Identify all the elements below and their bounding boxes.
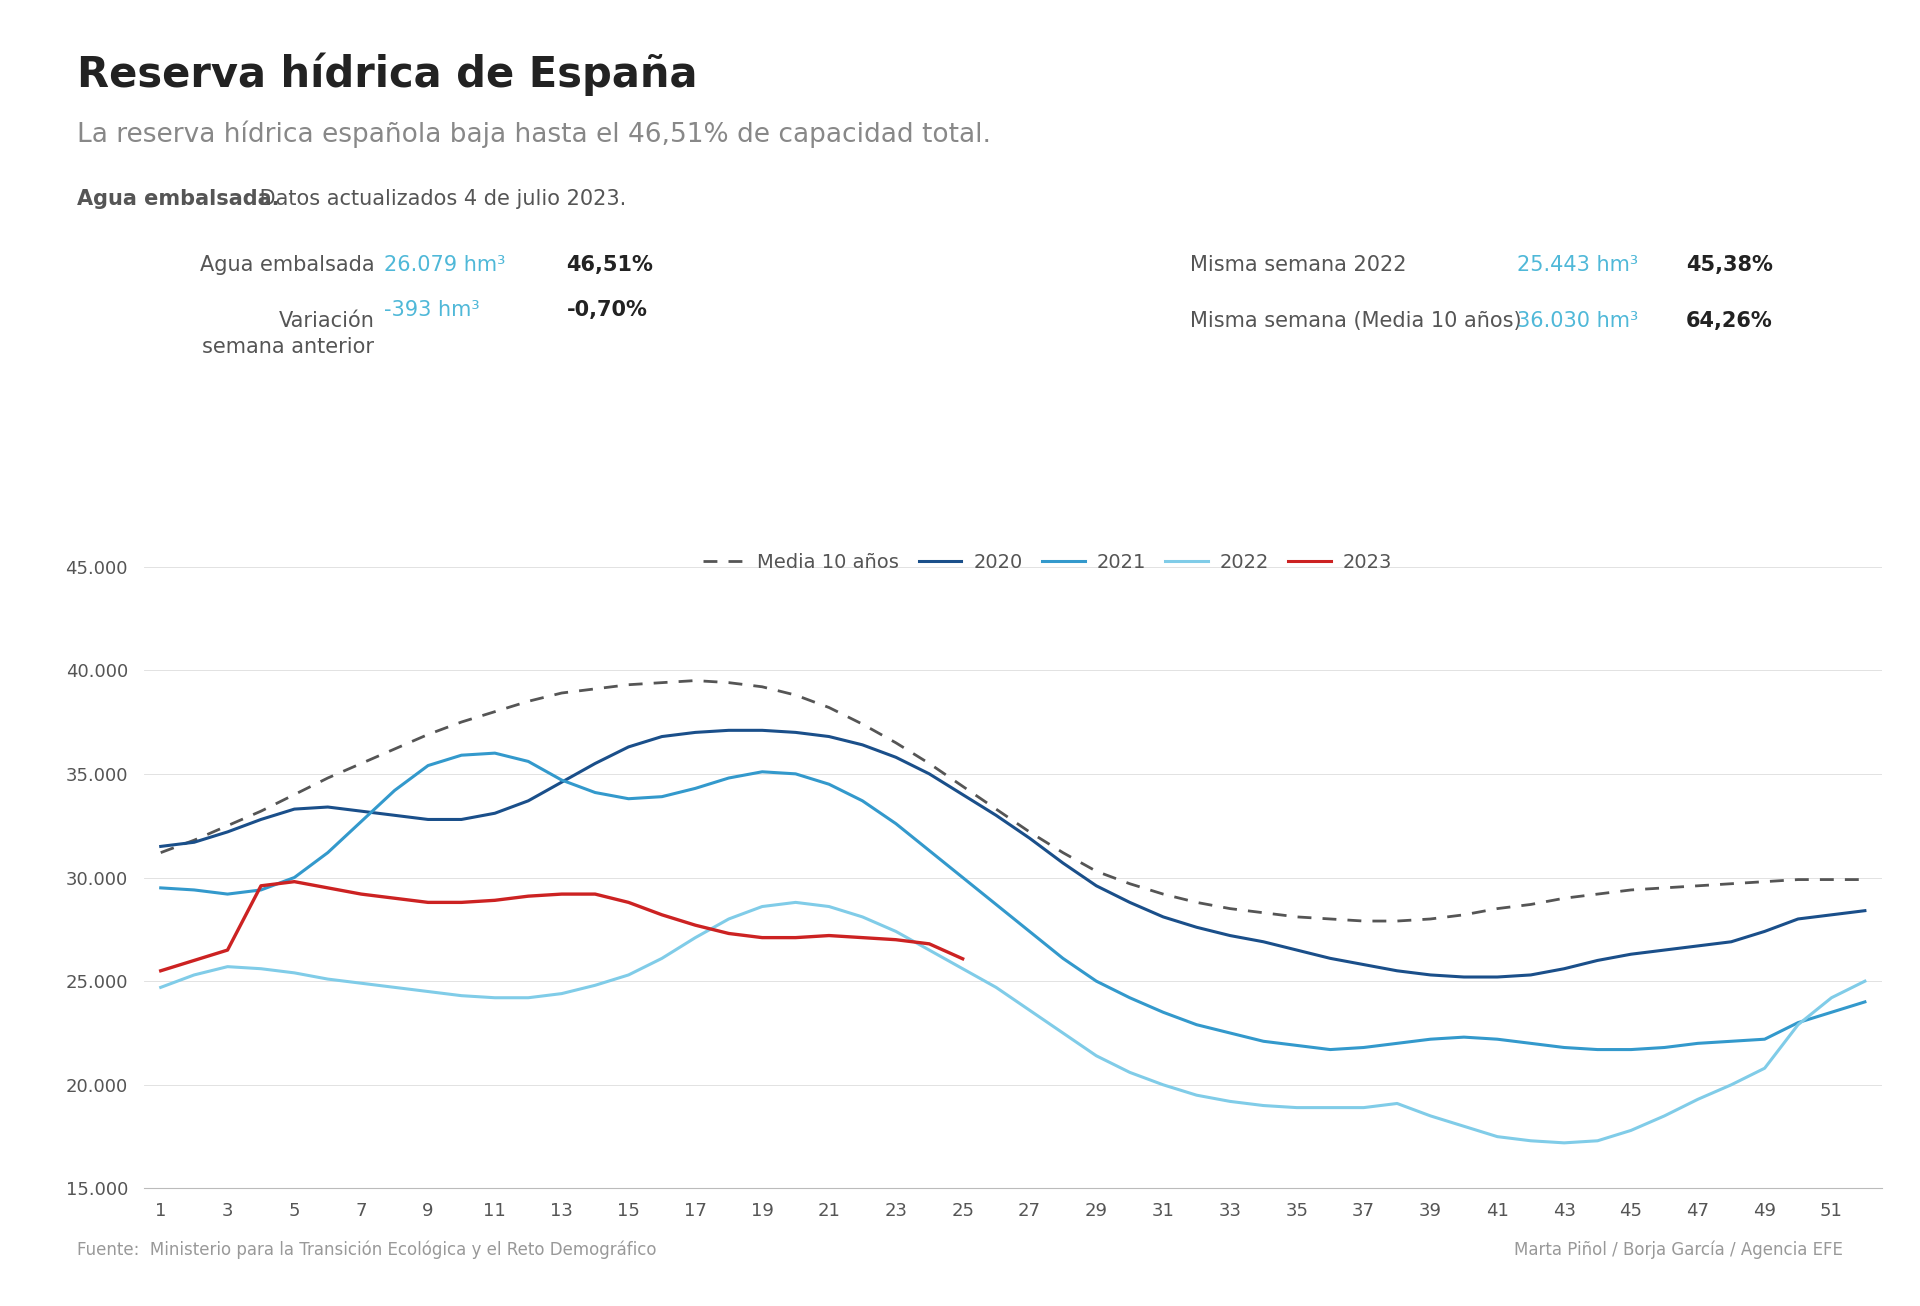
Media 10 años	[1853, 871, 1876, 887]
Media 10 años	[150, 845, 173, 861]
Text: La reserva hídrica española baja hasta el 46,51% de capacidad total.: La reserva hídrica española baja hasta e…	[77, 120, 991, 148]
Text: Agua embalsada: Agua embalsada	[200, 255, 374, 274]
2022	[783, 895, 806, 910]
Text: Variación
semana anterior: Variación semana anterior	[202, 311, 374, 358]
Line: Media 10 años: Media 10 años	[161, 680, 1864, 921]
2023	[950, 951, 973, 966]
2023	[484, 892, 507, 908]
Media 10 años	[1352, 913, 1375, 929]
2021	[1319, 1042, 1342, 1058]
2023	[718, 926, 741, 942]
2023	[217, 942, 240, 957]
2023	[150, 963, 173, 978]
Media 10 años	[783, 687, 806, 703]
2020	[718, 722, 741, 738]
2023	[417, 895, 440, 910]
2020	[150, 838, 173, 854]
Text: Agua embalsada.: Agua embalsada.	[77, 189, 278, 209]
2023	[751, 930, 774, 946]
Text: 36.030 hm³: 36.030 hm³	[1517, 311, 1638, 330]
2023	[818, 927, 841, 943]
Text: 64,26%: 64,26%	[1686, 311, 1772, 330]
2020	[282, 802, 305, 818]
2022	[1284, 1100, 1308, 1115]
2023	[885, 932, 908, 948]
2021	[985, 897, 1008, 913]
Text: Datos actualizados 4 de julio 2023.: Datos actualizados 4 de julio 2023.	[253, 189, 626, 209]
2023	[684, 917, 707, 932]
2023	[349, 887, 372, 902]
2020	[1452, 969, 1475, 985]
Media 10 años	[684, 673, 707, 688]
Text: Marta Piñol / Borja García / Agencia EFE: Marta Piñol / Borja García / Agencia EFE	[1515, 1241, 1843, 1259]
2021	[1219, 1025, 1242, 1041]
2023	[449, 895, 472, 910]
Text: 45,38%: 45,38%	[1686, 255, 1772, 274]
Line: 2023: 2023	[161, 882, 962, 970]
Text: 26.079 hm³: 26.079 hm³	[384, 255, 505, 274]
2021	[783, 767, 806, 782]
Media 10 años	[282, 786, 305, 802]
2021	[1853, 994, 1876, 1010]
Line: 2021: 2021	[161, 754, 1864, 1050]
2023	[317, 880, 340, 896]
2023	[551, 887, 574, 902]
2022	[282, 965, 305, 981]
2022	[985, 980, 1008, 995]
2023	[516, 888, 540, 904]
2023	[918, 936, 941, 952]
2023	[851, 930, 874, 946]
2023	[384, 891, 407, 906]
Text: -393 hm³: -393 hm³	[384, 300, 480, 320]
2021	[484, 746, 507, 761]
2022	[1853, 973, 1876, 989]
2023	[282, 874, 305, 889]
Line: 2022: 2022	[161, 902, 1864, 1143]
Text: Misma semana 2022: Misma semana 2022	[1190, 255, 1407, 274]
2020	[985, 807, 1008, 823]
2022	[1219, 1093, 1242, 1109]
Legend: Media 10 años, 2020, 2021, 2022, 2023: Media 10 años, 2020, 2021, 2022, 2023	[695, 545, 1400, 580]
2022	[1085, 1047, 1108, 1063]
Text: 25.443 hm³: 25.443 hm³	[1517, 255, 1638, 274]
2023	[250, 878, 273, 893]
2022	[150, 980, 173, 995]
2021	[282, 870, 305, 885]
2021	[1284, 1037, 1308, 1053]
Text: -0,70%: -0,70%	[566, 300, 647, 320]
Media 10 años	[1219, 901, 1242, 917]
2020	[1284, 942, 1308, 957]
2020	[783, 725, 806, 741]
2020	[1085, 878, 1108, 893]
2023	[616, 895, 639, 910]
Media 10 años	[1085, 863, 1108, 879]
Media 10 años	[1284, 909, 1308, 925]
Text: Fuente:  Ministerio para la Transición Ecológica y el Reto Demográfico: Fuente: Ministerio para la Transición Ec…	[77, 1241, 657, 1259]
Text: 46,51%: 46,51%	[566, 255, 653, 274]
Line: 2020: 2020	[161, 730, 1864, 977]
2021	[1085, 973, 1108, 989]
2023	[584, 887, 607, 902]
Media 10 años	[985, 802, 1008, 818]
2022	[1553, 1135, 1576, 1151]
2023	[783, 930, 806, 946]
2021	[150, 880, 173, 896]
2020	[1219, 927, 1242, 943]
2020	[1853, 902, 1876, 918]
2023	[651, 906, 674, 922]
Text: Misma semana (Media 10 años): Misma semana (Media 10 años)	[1190, 311, 1523, 330]
Text: Reserva hídrica de España: Reserva hídrica de España	[77, 52, 697, 95]
2022	[751, 899, 774, 914]
2023	[182, 952, 205, 968]
